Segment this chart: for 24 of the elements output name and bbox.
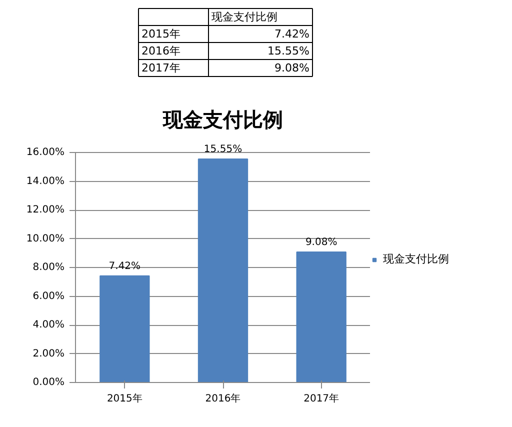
category-label: 2015年 xyxy=(142,28,180,40)
y-tick-label: 0.00% xyxy=(32,377,65,388)
x-tick-label: 2017年 xyxy=(304,392,340,404)
category-label: 2017年 xyxy=(142,62,180,74)
data-label: 9.08% xyxy=(305,237,338,248)
y-tick-label: 10.00% xyxy=(26,233,65,244)
y-tick-label: 12.00% xyxy=(26,204,65,216)
data-label: 15.55% xyxy=(204,144,242,156)
y-tick-label: 4.00% xyxy=(32,320,65,331)
legend-label: 现金支付比例 xyxy=(383,252,449,266)
y-tick-label: 6.00% xyxy=(32,290,65,302)
chart-title: 现金支付比例 xyxy=(162,108,283,132)
y-tick-label: 16.00% xyxy=(26,147,65,158)
text: 现金支付比例 xyxy=(212,10,278,24)
y-tick-label: 2.00% xyxy=(32,348,65,360)
data-label: 7.42% xyxy=(108,260,141,272)
text: 9.08% xyxy=(274,62,310,74)
text: 7.42% xyxy=(274,28,310,40)
category-label: 2016年 xyxy=(142,44,180,58)
y-tick-label: 14.00% xyxy=(26,176,65,187)
x-tick-label: 2015年 xyxy=(106,392,142,404)
text: 15.55% xyxy=(268,44,310,58)
x-tick-label: 2016年 xyxy=(205,392,241,404)
y-tick-label: 8.00% xyxy=(32,262,65,274)
